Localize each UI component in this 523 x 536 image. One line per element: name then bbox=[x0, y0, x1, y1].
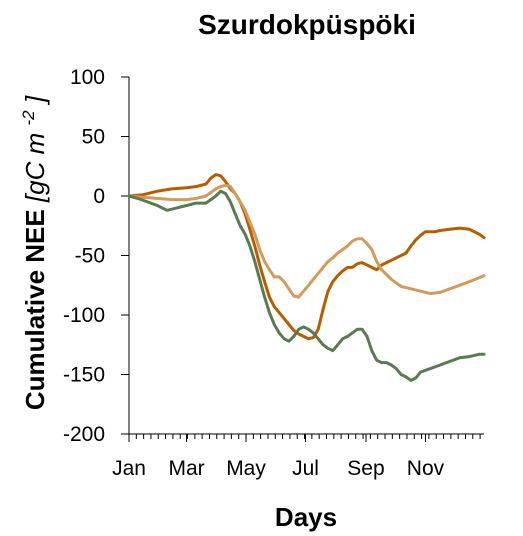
y-axis-units-exponent: -2 bbox=[19, 110, 38, 126]
x-tick-label: May bbox=[226, 457, 266, 480]
y-axis-title: Cumulative NEE [gC m -2 ] bbox=[10, 95, 50, 410]
x-tick-label: Nov bbox=[407, 457, 445, 480]
y-tick-label: -100 bbox=[63, 304, 105, 327]
y-tick-label: 50 bbox=[82, 126, 105, 149]
y-tick-label: -200 bbox=[63, 423, 105, 446]
plot-area: 100 50 0 -50 -100 -150 -200 Jan Mar May Jul Sep Nov bbox=[63, 66, 486, 480]
y-axis-title-main: Cumulative NEE bbox=[20, 209, 50, 410]
y-tick-label: 0 bbox=[93, 185, 105, 208]
series-line-1 bbox=[127, 173, 486, 341]
series-line-3 bbox=[127, 189, 486, 382]
y-tick-label: -50 bbox=[75, 245, 105, 268]
y-axis-units-suffix: ] bbox=[20, 95, 50, 106]
chart-title: Szurdokpüspöki bbox=[198, 9, 416, 40]
x-tick-label: Sep bbox=[347, 457, 384, 480]
x-tick-label: Mar bbox=[168, 457, 204, 480]
x-axis-title: Days bbox=[275, 502, 337, 532]
y-tick-label: -150 bbox=[63, 364, 105, 387]
y-tick-label: 100 bbox=[70, 66, 105, 89]
svg-text:Cumulative NEE: Cumulative NEE [gC m -2 ] bbox=[10, 95, 50, 410]
x-tick-label: Jan bbox=[112, 457, 146, 480]
y-axis-units-prefix: [gC m bbox=[20, 133, 50, 203]
series-line-2 bbox=[127, 183, 486, 299]
x-tick-label: Jul bbox=[292, 457, 319, 480]
